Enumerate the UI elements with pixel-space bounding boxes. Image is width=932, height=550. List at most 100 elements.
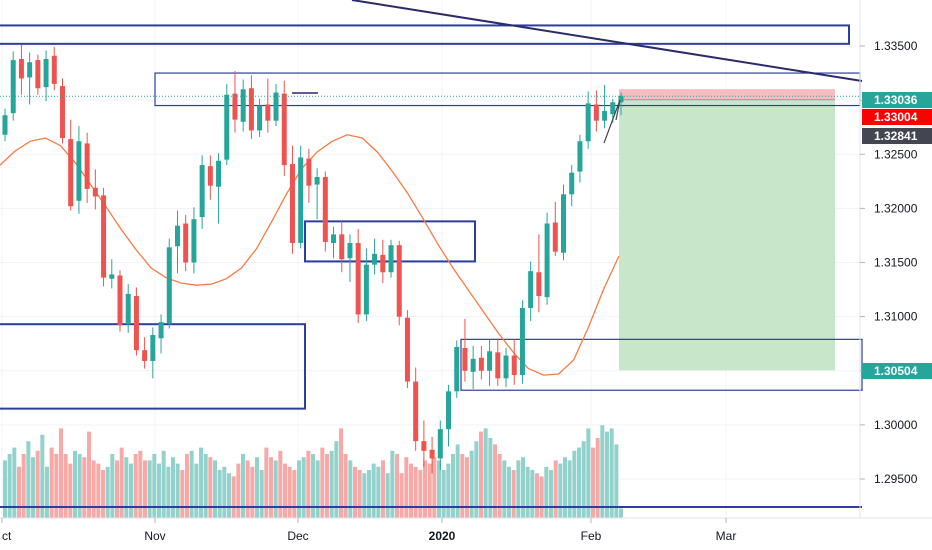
volume-bar [161, 450, 166, 518]
candle-body [314, 176, 320, 185]
volume-bar [217, 470, 222, 518]
volume-bar [101, 470, 105, 518]
candle-body [199, 165, 205, 218]
volume-bar [199, 447, 203, 518]
candle-body [109, 274, 115, 279]
volume-bar [441, 470, 446, 518]
x-tick-label: Dec [287, 529, 308, 543]
candle-body [363, 264, 369, 315]
candle-body [298, 157, 304, 244]
candle-body [43, 58, 49, 88]
volume-bar [133, 454, 138, 518]
volume-bar [348, 460, 353, 518]
volume-bar [306, 450, 311, 518]
volume-bar [82, 457, 87, 518]
candle-body [306, 158, 312, 186]
volume-bar [418, 470, 423, 518]
candle-body [27, 62, 33, 78]
candle-body [404, 317, 410, 382]
x-tick-label: ct [2, 529, 12, 543]
volume-bar [600, 425, 605, 518]
volume-bar [497, 454, 502, 518]
candle-body [593, 104, 599, 121]
volume-bar [203, 454, 208, 518]
candle-body [528, 271, 534, 308]
candle-body [76, 141, 82, 201]
volume-bar [110, 454, 115, 518]
volume-bars [3, 425, 623, 518]
volume-bar [105, 466, 110, 518]
volume-bar [437, 460, 441, 518]
candle-body [561, 194, 567, 253]
volume-bar [26, 441, 31, 518]
price-tag-label: 1.33004 [874, 110, 918, 124]
volume-bar [521, 457, 525, 518]
volume-bar [315, 460, 320, 518]
candle-body [503, 355, 509, 379]
price-tags: 1.33036 1.33004 1.32841 1.30504 [862, 92, 932, 379]
volume-bar [381, 460, 385, 518]
candle-body [339, 234, 345, 260]
volume-bar [409, 463, 413, 518]
volume-bar [474, 441, 479, 518]
volume-bar [493, 444, 497, 518]
volume-bar [525, 466, 530, 518]
candle-body [2, 115, 8, 135]
candle-body [101, 195, 107, 278]
volume-bar [451, 454, 455, 518]
candle-body [125, 293, 131, 325]
volume-bar [395, 454, 399, 518]
volume-bar [68, 463, 73, 518]
candle-body [446, 391, 452, 430]
price-tag-box [862, 109, 932, 125]
volume-bar [465, 457, 469, 518]
candle-body [142, 350, 148, 362]
candle-body [618, 95, 624, 103]
zone-box [0, 24, 850, 45]
volume-bar [180, 470, 185, 518]
candle-body [68, 139, 74, 207]
volume-bar [269, 457, 273, 518]
volume-bar [73, 450, 77, 518]
volume-bar [577, 447, 581, 518]
volume-bar [399, 473, 404, 518]
volume-bar [586, 428, 591, 518]
candle-body [380, 254, 386, 273]
volume-bar [147, 460, 152, 518]
candle-body [289, 163, 295, 244]
volume-bar [59, 428, 63, 518]
volume-bar [432, 457, 437, 518]
volume-bar [544, 466, 549, 518]
candle-body [117, 275, 123, 326]
candle-body [462, 348, 468, 371]
price-tag-label: 1.33036 [874, 93, 918, 107]
volume-bar [460, 454, 465, 518]
candle-body [396, 245, 402, 317]
volume-bar [91, 460, 96, 518]
pattern-lines [603, 99, 621, 144]
candle-body [232, 93, 238, 120]
volume-bar [49, 447, 54, 518]
volume-bar [227, 473, 231, 518]
candle-body [421, 441, 427, 451]
volume-bar [605, 431, 609, 518]
candle-body [240, 89, 246, 122]
volume-bar [334, 441, 339, 518]
volume-bar [12, 447, 17, 518]
volume-bar [572, 450, 577, 518]
candle-body [478, 357, 484, 371]
candle-body [174, 225, 180, 247]
y-tick-label: 1.30000 [874, 418, 918, 432]
y-tick-label: 1.31500 [874, 256, 918, 270]
x-tick-label: Mar [716, 529, 737, 543]
volume-bar [371, 463, 376, 518]
short-position-tool[interactable] [619, 89, 835, 371]
volume-bar [77, 454, 82, 518]
drawing-lines[interactable] [0, 0, 863, 508]
volume-bar [208, 457, 213, 518]
volume-bar [511, 470, 516, 518]
volume-bar [7, 454, 12, 518]
candle-body [544, 223, 550, 298]
volume-bar [423, 460, 427, 518]
